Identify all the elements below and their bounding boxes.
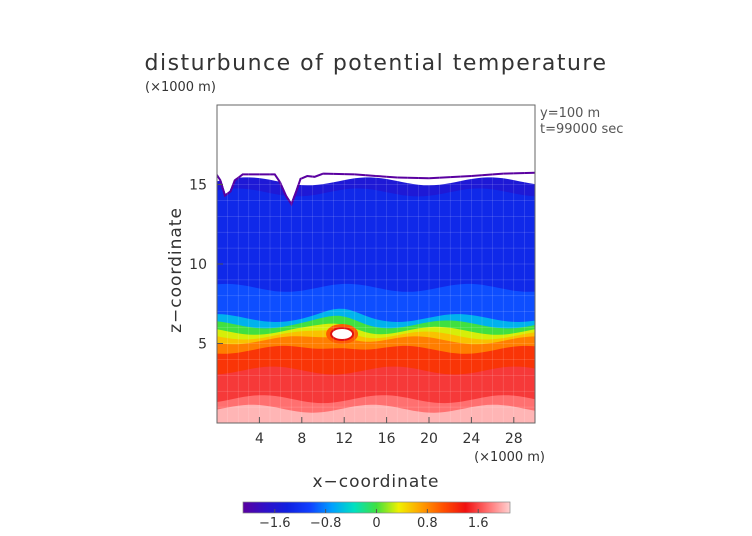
y-tick-label: 10 <box>189 257 207 273</box>
colorbar-tick-label: 1.6 <box>468 516 489 531</box>
annotation-t: t=99000 sec <box>540 122 623 137</box>
y-axis-label: z−coordinate <box>166 207 186 333</box>
field-band <box>217 345 535 376</box>
colorbar-tick-label: 0.8 <box>417 516 438 531</box>
field-band <box>217 404 535 423</box>
y-axis-ticks: 5 10 15 <box>189 178 223 353</box>
x-axis-ticks: 4 8 12 16 20 24 28 <box>255 417 523 447</box>
chart-title: disturbunce of potential temperature <box>145 51 608 76</box>
x-tick-label: 20 <box>420 431 438 447</box>
annotation-y: y=100 m <box>540 106 600 121</box>
y-tick-label: 15 <box>189 178 207 194</box>
colorbar-tick-label: −1.6 <box>259 516 291 531</box>
x-unit-note: (×1000 m) <box>474 450 545 465</box>
x-tick-label: 8 <box>297 431 306 447</box>
field-bands <box>217 171 535 423</box>
field-band <box>217 395 535 414</box>
field-band <box>217 283 535 323</box>
grid-lines <box>217 105 535 423</box>
y-tick-label: 5 <box>198 337 207 353</box>
x-tick-label: 28 <box>505 431 523 447</box>
colorbar-ticks: −1.6 −0.8 0 0.8 1.6 <box>259 509 489 531</box>
x-tick-label: 16 <box>378 431 396 447</box>
temperature-field <box>217 171 535 423</box>
x-tick-label: 24 <box>462 431 480 447</box>
x-axis-label: x−coordinate <box>313 472 440 492</box>
colorbar-tick-label: −0.8 <box>310 516 342 531</box>
scale-note: (×1000 m) <box>145 80 216 95</box>
field-band <box>217 366 535 404</box>
x-tick-label: 12 <box>335 431 353 447</box>
colorbar-tick-label: 0 <box>372 516 380 531</box>
hot-spot-core <box>330 326 355 341</box>
x-tick-label: 4 <box>255 431 264 447</box>
field-band <box>217 188 535 293</box>
